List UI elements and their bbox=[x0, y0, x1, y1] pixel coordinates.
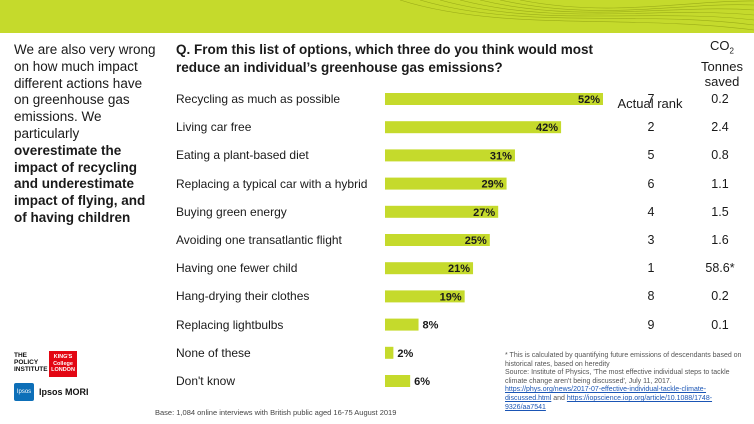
bar-value-label: 2% bbox=[397, 348, 413, 360]
co2-column-header: CO2 Tonnes saved bbox=[690, 38, 754, 89]
source-link-iop[interactable]: https://iopscience.iop.org/article/10.10… bbox=[505, 394, 713, 411]
kings-logo-line2: College bbox=[53, 360, 73, 367]
bar-value-label: 31% bbox=[490, 150, 512, 162]
co2-header-saved: saved bbox=[704, 73, 740, 89]
bar-value-label: 25% bbox=[465, 235, 487, 247]
bar bbox=[385, 205, 499, 218]
category-label: Avoiding one transatlantic flight bbox=[176, 233, 342, 247]
actual-rank-cell: 1 bbox=[647, 261, 655, 276]
co2-saved-cell: 0.2 bbox=[711, 289, 729, 304]
bar bbox=[385, 177, 507, 190]
bar-value-label: 27% bbox=[473, 207, 495, 219]
co2-saved-cell: 1.6 bbox=[711, 233, 729, 247]
co2-saved-cell: 2.4 bbox=[711, 120, 729, 135]
policy-logo-line2: POLICY bbox=[14, 359, 39, 366]
base-note: Base: 1,084 online interviews with Briti… bbox=[155, 408, 397, 417]
actual-rank-cell: 3 bbox=[647, 233, 655, 247]
bar bbox=[385, 234, 490, 246]
kings-logo-line3: LONDON bbox=[51, 367, 75, 373]
actual-rank-cell: 9 bbox=[647, 317, 655, 332]
category-label: Don't know bbox=[176, 374, 235, 388]
category-label: Buying green energy bbox=[176, 204, 287, 219]
actual-rank-cell: 7 bbox=[647, 92, 655, 106]
bar bbox=[385, 93, 603, 105]
category-label: Having one fewer child bbox=[176, 261, 298, 276]
co2-saved-cell: 0.8 bbox=[711, 148, 729, 163]
actual-rank-cell: 6 bbox=[647, 176, 655, 191]
commentary-intro: We are also very wrong on how much impac… bbox=[14, 42, 156, 141]
bar bbox=[385, 262, 474, 275]
co2-saved-cell: 1.5 bbox=[711, 204, 729, 219]
category-label: None of these bbox=[176, 345, 251, 360]
rank-column-header: Actual rank bbox=[617, 96, 683, 111]
bar bbox=[385, 346, 394, 359]
footnote-and: and bbox=[553, 394, 565, 402]
bar-value-label: 8% bbox=[423, 320, 439, 332]
footnote: * This is calculated by quantifying futu… bbox=[505, 352, 745, 412]
actual-rank-cell: 4 bbox=[647, 204, 655, 219]
policy-institute-logo: THE POLICY INSTITUTE bbox=[14, 352, 48, 373]
category-label: Eating a plant-based diet bbox=[176, 148, 309, 163]
bar-value-label: 21% bbox=[448, 263, 470, 275]
bar bbox=[385, 318, 419, 331]
bar bbox=[385, 375, 411, 387]
category-label: Living car free bbox=[176, 120, 252, 135]
policy-logo-line3: INSTITUTE bbox=[14, 366, 48, 373]
category-label: Recycling as much as possible bbox=[176, 92, 341, 106]
category-label: Hang-drying their clothes bbox=[176, 289, 310, 304]
footnote-asterisk: * This is calculated by quantifying futu… bbox=[505, 352, 742, 368]
footnote-source: Source: Institute of Physics, 'The most … bbox=[505, 369, 730, 385]
bar bbox=[385, 121, 562, 134]
kings-college-logo: KING'S College LONDON bbox=[49, 351, 77, 377]
header-banner bbox=[0, 0, 754, 33]
co2-saved-cell: 58.6* bbox=[705, 261, 735, 276]
policy-logo-line1: THE bbox=[14, 352, 27, 359]
question-title: Q. From this list of options, which thre… bbox=[176, 42, 593, 75]
bar-value-label: 6% bbox=[414, 376, 430, 388]
kings-logo-line1: KING'S bbox=[53, 354, 73, 360]
bar-value-label: 19% bbox=[440, 291, 462, 303]
commentary-emphasis: overestimate the impact of recycling and… bbox=[14, 142, 146, 225]
actual-rank-cell: 2 bbox=[647, 120, 655, 135]
ipsos-mori-logo: Ipsos MORI bbox=[39, 387, 89, 397]
co2-saved-cell: 0.2 bbox=[711, 92, 729, 106]
actual-rank-cell: 8 bbox=[647, 289, 655, 304]
ipsos-logo-icon: Ipsos bbox=[14, 383, 34, 401]
bar-value-label: 42% bbox=[536, 122, 558, 134]
co2-header-co: CO bbox=[710, 38, 730, 53]
source-link-phys[interactable]: https://phys.org/news/2017-07-effective-… bbox=[505, 386, 707, 402]
bar-value-label: 52% bbox=[578, 94, 600, 106]
bar bbox=[385, 290, 465, 303]
co2-saved-cell: 0.1 bbox=[711, 317, 729, 332]
bar-value-label: 29% bbox=[482, 179, 504, 191]
banner-wave-graphic bbox=[399, 0, 754, 31]
commentary-text: We are also very wrong on how much impac… bbox=[14, 42, 156, 227]
actual-rank-cell: 5 bbox=[647, 148, 655, 163]
bar bbox=[385, 149, 515, 162]
co2-saved-cell: 1.1 bbox=[711, 176, 729, 191]
category-label: Replacing a typical car with a hybrid bbox=[176, 176, 368, 191]
category-label: Replacing lightbulbs bbox=[176, 317, 284, 332]
co2-header-subscript: 2 bbox=[729, 46, 734, 56]
co2-header-tonnes: Tonnes bbox=[701, 58, 743, 74]
